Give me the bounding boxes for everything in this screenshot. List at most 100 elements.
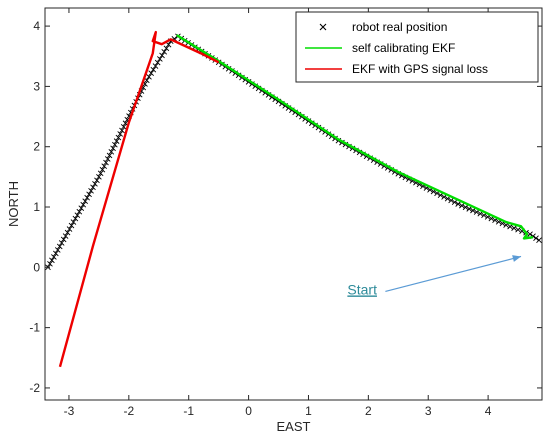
marker-x [533, 235, 539, 241]
marker-x [113, 138, 120, 144]
y-tick-label: 2 [33, 140, 40, 154]
marker-x [66, 226, 73, 232]
marker-x [78, 205, 85, 211]
marker-x [97, 170, 104, 177]
ticks-layer: -3 -2 -1 0 1 2 3 4 -2 -1 0 1 2 3 4 [29, 8, 542, 418]
marker-x [96, 174, 102, 180]
marker-x [507, 223, 513, 230]
marker-x [536, 237, 542, 244]
marker-x [148, 70, 154, 77]
x-tick-label: -2 [123, 404, 134, 418]
y-tick-label: 4 [33, 19, 40, 33]
marker-x [152, 63, 159, 69]
marker-x [462, 204, 469, 211]
marker-x [60, 236, 67, 243]
series-line [58, 30, 220, 368]
marker-x [146, 73, 152, 80]
marker-x [68, 222, 75, 229]
marker-x [117, 131, 124, 137]
marker-x [80, 201, 87, 208]
marker-x [106, 152, 113, 159]
x-tick-label: 2 [365, 404, 372, 418]
legend-label: EKF with GPS signal loss [352, 62, 488, 76]
marker-x [515, 226, 521, 233]
marker-x [108, 149, 115, 155]
series-line [176, 34, 534, 240]
x-tick-label: 0 [245, 404, 252, 418]
marker-x [90, 184, 96, 191]
legend-marker [319, 23, 327, 31]
marker-x [101, 163, 108, 169]
marker-x [58, 240, 65, 246]
y-axis-title: NORTH [6, 181, 21, 227]
plot-frame [44, 7, 543, 401]
annotation-arrowhead [512, 255, 522, 262]
marker-x [84, 194, 90, 201]
marker-x [459, 202, 465, 209]
marker-x [110, 145, 116, 152]
x-tick-label: 1 [305, 404, 312, 418]
marker-x [47, 261, 53, 267]
marker-x [104, 156, 111, 162]
marker-x [74, 212, 81, 218]
marker-x [154, 59, 161, 66]
marker-x [120, 124, 127, 130]
marker-x [56, 243, 63, 250]
marker-x [99, 166, 106, 173]
marker-x [455, 201, 461, 207]
y-tick-label: -2 [29, 381, 40, 395]
marker-x [163, 45, 170, 52]
legend-box [295, 11, 539, 83]
marker-x [53, 250, 59, 257]
x-tick-label: -3 [64, 404, 75, 418]
x-tick-label: -1 [183, 404, 194, 418]
marker-x [444, 195, 451, 202]
marker-x [72, 215, 79, 222]
series-layer [45, 30, 542, 368]
annotation: Start [347, 255, 522, 297]
marker-x [94, 177, 100, 184]
x-tick-label: 4 [485, 404, 492, 418]
marker-x [451, 199, 458, 206]
marker-x [103, 159, 109, 166]
marker-x [62, 233, 69, 239]
marker-x [49, 257, 55, 264]
marker-x [76, 208, 83, 215]
x-tick-label: 3 [425, 404, 432, 418]
marker-x [112, 141, 118, 148]
series-1 [176, 34, 534, 240]
marker-x [54, 247, 61, 253]
x-axis-title: EAST [277, 419, 311, 434]
marker-x [165, 41, 172, 48]
marker-x [150, 66, 157, 73]
y-tick-label: 1 [33, 200, 40, 214]
y-tick-label: 3 [33, 79, 40, 93]
marker-x [527, 231, 533, 237]
marker-x [70, 219, 77, 225]
annotation-text: Start [347, 281, 377, 297]
marker-x [92, 181, 98, 187]
marker-x [82, 198, 89, 205]
annotation-arrow-line [385, 255, 522, 293]
marker-x [159, 52, 165, 59]
marker-x [51, 254, 57, 260]
marker-x [119, 127, 125, 134]
marker-x [115, 134, 122, 141]
y-tick-label: 0 [33, 260, 40, 274]
marker-x [448, 197, 454, 204]
marker-x [86, 191, 92, 198]
marker-x [470, 207, 476, 214]
legend-label: robot real position [352, 20, 447, 34]
marker-x [64, 229, 71, 236]
marker-x [466, 206, 473, 212]
series-2 [58, 30, 220, 368]
y-tick-label: -1 [29, 321, 40, 335]
legend: robot real position self calibrating EKF E… [295, 11, 539, 83]
marker-x [157, 56, 163, 62]
marker-x [88, 187, 94, 194]
legend-label: self calibrating EKF [352, 41, 455, 55]
marker-x [161, 49, 168, 55]
series-clip-group [45, 30, 542, 368]
marker-x [511, 225, 517, 231]
